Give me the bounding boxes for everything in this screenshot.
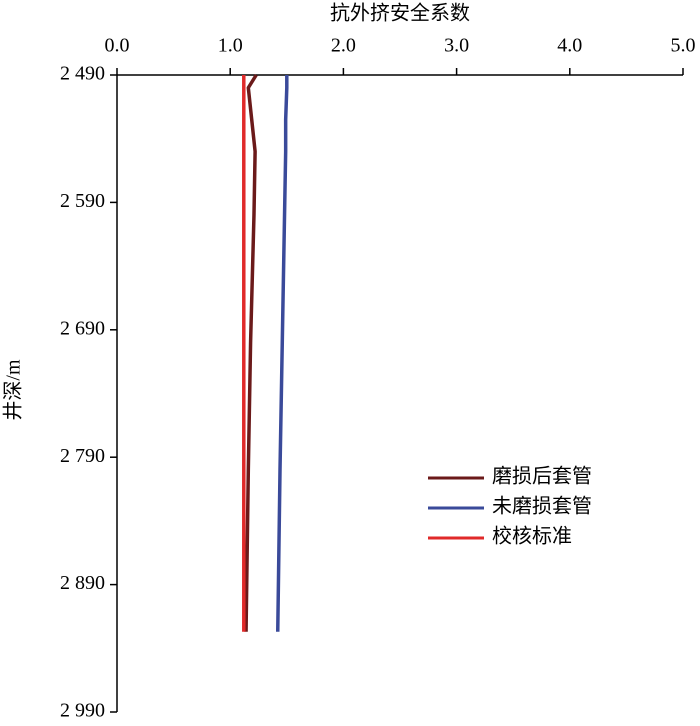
y-tick-label: 2 590 — [60, 190, 105, 212]
legend-label: 校核标准 — [492, 525, 572, 548]
x-tick-label: 5.0 — [671, 35, 696, 57]
y-tick-label: 2 890 — [60, 572, 105, 594]
x-tick-label: 1.0 — [218, 35, 243, 57]
x-tick-label: 4.0 — [557, 35, 582, 57]
x-tick-label: 2.0 — [331, 35, 356, 57]
y-tick-label: 2 990 — [60, 700, 105, 721]
x-tick-label: 3.0 — [444, 35, 469, 57]
x-tick-label: 0.0 — [105, 35, 130, 57]
y-tick-label: 2 690 — [60, 317, 105, 339]
line — [244, 74, 258, 632]
line — [275, 75, 289, 632]
y-tick-label: 2 790 — [60, 445, 105, 467]
chart-title: 抗外挤安全系数 — [330, 2, 470, 25]
y-axis-label: 井深/m — [2, 359, 25, 421]
legend-label: 未磨损套管 — [492, 495, 592, 518]
legend-label: 磨损后套管 — [492, 465, 592, 488]
y-tick-label: 2 490 — [60, 63, 105, 85]
